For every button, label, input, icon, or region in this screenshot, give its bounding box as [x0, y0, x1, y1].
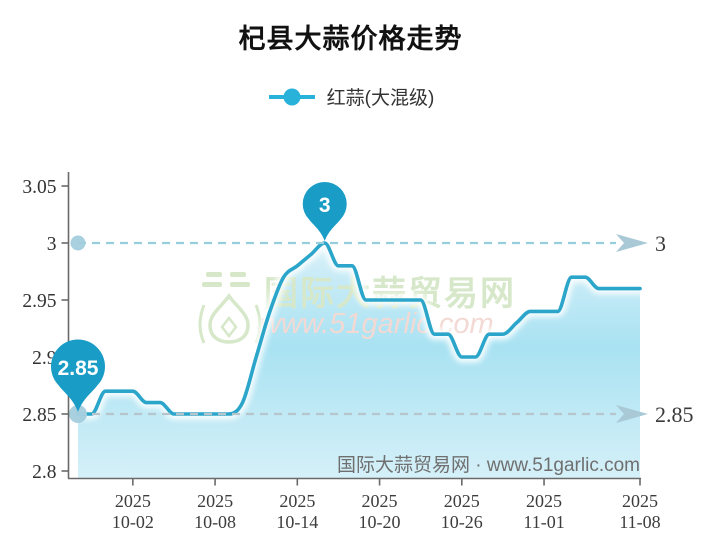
footer-credit: 国际大蒜贸易网 · www.51garlic.com: [337, 454, 640, 476]
reference-arrow-icon: [616, 405, 648, 423]
start-marker[interactable]: 2.85: [51, 339, 106, 412]
start-marker-value: 2.85: [58, 357, 99, 380]
max-marker-pin-icon: [302, 181, 347, 241]
watermark-logo-arc-left: [198, 304, 206, 344]
legend: 红蒜(大混级): [0, 83, 701, 110]
watermark-logo-stroke: [230, 282, 250, 287]
reference-label-3: 3: [655, 231, 666, 256]
x-tick-label: 2025 10-20: [359, 491, 401, 532]
max-marker[interactable]: 3: [302, 181, 347, 241]
legend-line-marker-icon: [268, 88, 315, 105]
x-tick-label: 2025 10-26: [441, 491, 483, 532]
x-tick-label: 2025 10-02: [112, 491, 154, 532]
reference-start-dot: [69, 405, 87, 423]
legend-label: 红蒜(大混级): [326, 88, 435, 109]
legend-item-red-garlic[interactable]: 红蒜(大混级): [267, 83, 435, 110]
reference-label-2.85: 2.85: [655, 402, 694, 427]
watermark-brand: 国际大蒜贸易网: [264, 275, 516, 313]
watermark-logo-stroke: [206, 272, 222, 277]
watermark-logo-stroke: [230, 272, 246, 277]
watermark-logo-diamond: [220, 315, 238, 339]
series-line[interactable]: [76, 241, 642, 416]
start-marker-pin-icon: [51, 339, 106, 412]
watermark-site: www.51garlic.com: [260, 308, 494, 340]
max-marker-value: 3: [319, 194, 331, 217]
y-tick-label: 2.85: [22, 405, 56, 426]
reference-start-dot: [70, 235, 86, 251]
chart-title: 杞县大蒜价格走势: [238, 24, 463, 54]
series-area[interactable]: [78, 243, 640, 479]
watermark-garlic-bulb-icon: [208, 292, 250, 344]
x-tick-label: 2025 11-01: [523, 491, 564, 532]
y-tick-label: 2.8: [32, 462, 56, 483]
y-tick-label: 3: [47, 234, 57, 255]
y-tick-label: 2.9: [32, 348, 56, 369]
y-tick-label: 2.95: [22, 291, 56, 312]
y-tick-label: 3.05: [22, 177, 56, 198]
reference-arrow-icon: [616, 234, 648, 252]
watermark-logo-stroke: [202, 282, 222, 287]
x-tick-label: 2025 10-08: [194, 491, 236, 532]
x-tick-label: 2025 11-08: [619, 491, 660, 532]
x-tick-label: 2025 10-14: [276, 491, 318, 532]
